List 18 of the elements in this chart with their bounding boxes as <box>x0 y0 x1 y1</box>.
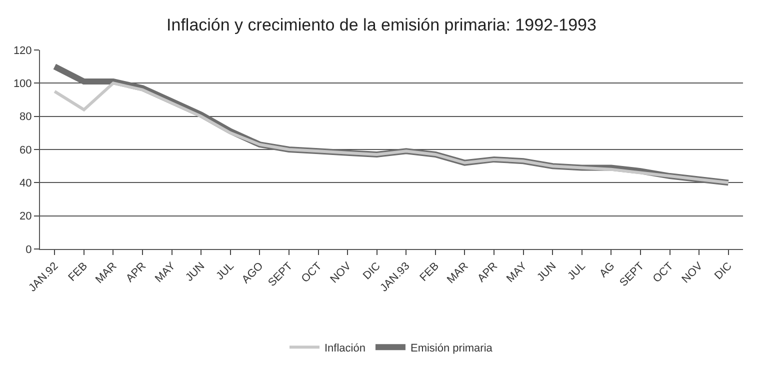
y-tick-label: 20 <box>20 210 32 223</box>
x-tick-label: JUL <box>214 260 236 283</box>
y-tick-label: 80 <box>20 111 32 124</box>
y-tick-label: 40 <box>20 178 32 190</box>
y-tick-label: 60 <box>20 144 32 156</box>
line-series <box>53 82 730 184</box>
x-tick-label: DIC <box>712 260 734 282</box>
y-tick-label: 120 <box>13 44 32 57</box>
x-tick-label: FEB <box>418 260 442 284</box>
x-tick-label: DIC <box>360 260 383 282</box>
x-tick-label: FEB <box>66 260 90 284</box>
y-tick-label: 0 <box>26 244 32 256</box>
x-tick-label: AG <box>597 260 618 280</box>
chart-title: Inflación y crecimiento de la emisión primaria: 1992-1993 <box>166 16 596 35</box>
x-tick-label: JUL <box>566 260 588 283</box>
legend-label: Inflación <box>324 342 366 354</box>
legend-label: Emisión primaria <box>410 342 494 354</box>
y-tick-label: 100 <box>13 78 32 90</box>
